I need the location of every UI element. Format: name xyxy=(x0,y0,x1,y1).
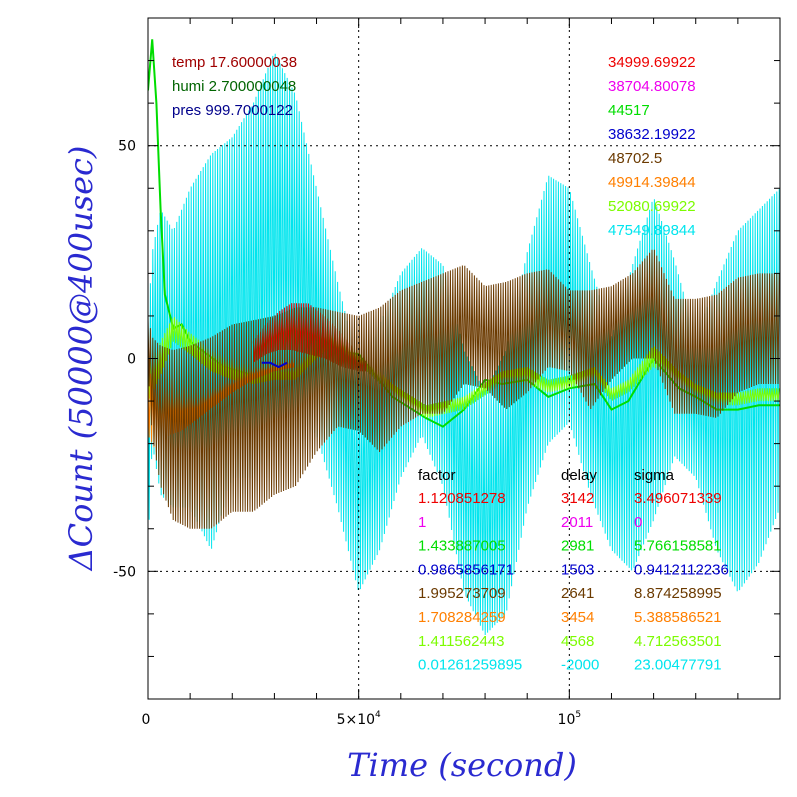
y-tick-label: -50 xyxy=(113,564,136,580)
series-value: 52080.69922 xyxy=(608,198,696,215)
fit-table-cell: 5.766158581 xyxy=(634,538,722,555)
fit-table-cell: 0 xyxy=(634,514,642,531)
fit-table-cell: 1 xyxy=(418,514,426,531)
series-line xyxy=(261,361,288,369)
fit-table-cell: 3.496071339 xyxy=(634,490,722,507)
fit-table-cell: 3142 xyxy=(561,490,594,507)
fit-table-cell: 0.01261259895 xyxy=(418,657,522,674)
series-value: 44517 xyxy=(608,102,650,119)
x-tick-label: 0 xyxy=(142,712,151,728)
series-value: 34999.69922 xyxy=(608,54,696,71)
fit-table-cell: 0.9412112236 xyxy=(634,561,729,578)
x-tick-label: 105 xyxy=(558,710,582,728)
axis-ticks xyxy=(147,17,781,700)
fit-table-cell: 2641 xyxy=(561,585,594,602)
fit-table-header: sigma xyxy=(634,467,675,484)
fit-table-cell: -2000 xyxy=(561,657,599,674)
fit-table-cell: 23.00477791 xyxy=(634,657,722,674)
y-tick-label: 0 xyxy=(127,352,136,368)
fit-table-cell: 1.120851278 xyxy=(418,490,506,507)
fit-table-cell: 4568 xyxy=(561,633,594,650)
fit-table-cell: 3454 xyxy=(561,609,594,626)
series-value: 38704.80078 xyxy=(608,78,696,95)
series-value: 48702.5 xyxy=(608,150,662,167)
fit-table-cell: 1.411562443 xyxy=(418,633,504,650)
tick-labels: 50 0 -50 0 5×104 105 xyxy=(113,139,581,728)
series-value: 49914.39844 xyxy=(608,174,696,191)
y-tick-label: 50 xyxy=(118,139,136,155)
env-reading: temp 17.60000038 xyxy=(172,54,297,71)
annotations: temp 17.60000038 humi 2.700000048 pres 999… xyxy=(172,54,729,674)
series-5 xyxy=(148,249,780,529)
fit-table-cell: 4.712563501 xyxy=(634,633,722,650)
series-6 xyxy=(261,361,288,369)
env-reading: humi 2.700000048 xyxy=(172,78,296,95)
x-axis-title: Time (second) xyxy=(347,746,577,784)
fit-table-cell: 1.433887005 xyxy=(418,538,506,555)
fit-table-cell: 0.9865856171 xyxy=(418,561,514,578)
series-value: 47549.89844 xyxy=(608,222,696,239)
fit-table-header: delay xyxy=(561,467,597,484)
y-axis-title: ΔCount (50000@400usec) xyxy=(62,146,100,573)
fit-table-cell: 2011 xyxy=(561,514,593,531)
series-layer xyxy=(148,39,780,636)
fit-table-header: factor xyxy=(418,467,456,484)
fit-table-cell: 1503 xyxy=(561,561,594,578)
series-trace xyxy=(148,249,780,529)
fit-table-cell: 1.995273709 xyxy=(418,585,506,602)
fit-table-cell: 5.388586521 xyxy=(634,609,722,626)
env-reading: pres 999.7000122 xyxy=(172,102,293,119)
fit-table-cell: 1.708284259 xyxy=(418,609,506,626)
series-value: 38632.19922 xyxy=(608,126,696,143)
x-tick-label: 5×104 xyxy=(337,710,381,728)
fit-table-cell: 8.874258995 xyxy=(634,585,722,602)
fit-table-cell: 2981 xyxy=(561,538,594,555)
